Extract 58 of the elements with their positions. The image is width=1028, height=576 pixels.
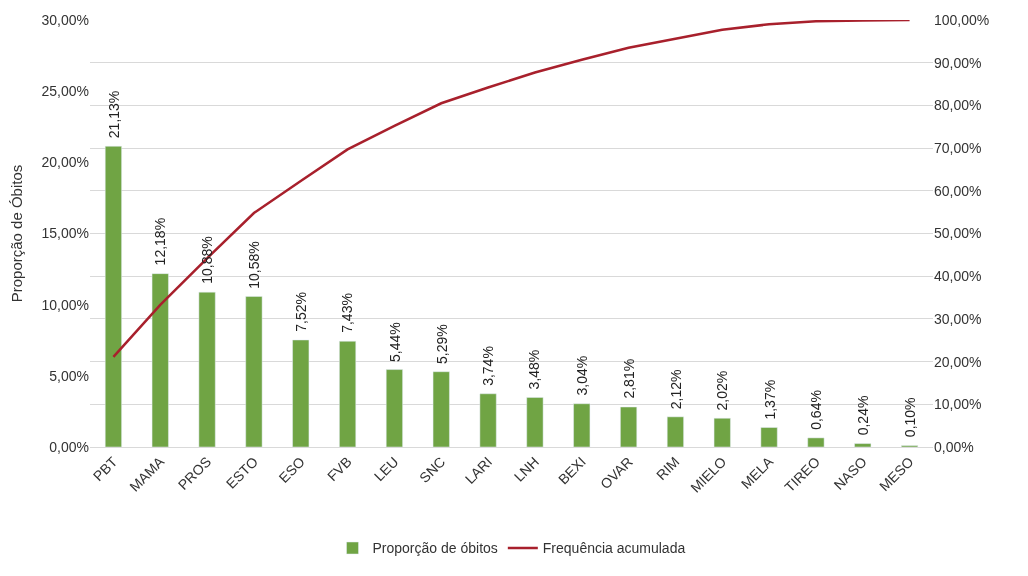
legend-label: Frequência acumulada bbox=[542, 540, 686, 557]
y2-tick-label: 70,00% bbox=[934, 140, 982, 156]
y2-tick-label: 40,00% bbox=[934, 268, 982, 285]
bar bbox=[620, 406, 638, 447]
bar bbox=[432, 371, 450, 447]
bar bbox=[339, 341, 357, 447]
data-label: 10,88% bbox=[199, 236, 216, 284]
data-label: 1,37% bbox=[761, 379, 778, 420]
bar bbox=[807, 437, 825, 447]
data-label: 0,64% bbox=[808, 390, 825, 430]
y-tick-label: 30,00% bbox=[41, 11, 89, 28]
y-tick-label: 15,00% bbox=[41, 225, 89, 242]
data-label: 2,02% bbox=[714, 370, 730, 411]
y-tick-label: 20,00% bbox=[41, 154, 89, 171]
bar bbox=[713, 418, 731, 447]
bar bbox=[151, 273, 169, 447]
y-axis-title: Proporção de Óbitos bbox=[7, 164, 25, 303]
bar bbox=[292, 339, 310, 447]
data-label: 5,44% bbox=[386, 322, 403, 362]
data-label: 10,58% bbox=[246, 241, 263, 289]
y-tick-label: 0,00% bbox=[49, 438, 89, 455]
data-label: 0,24% bbox=[855, 395, 872, 436]
x-tick-label: RIM bbox=[653, 453, 683, 484]
data-label: 21,13% bbox=[105, 90, 122, 139]
data-label: 3,04% bbox=[574, 355, 591, 396]
data-label: 2,81% bbox=[620, 358, 637, 399]
y-tick-label: 10,00% bbox=[41, 296, 89, 313]
bar bbox=[385, 369, 403, 447]
y2-tick-label: 80,00% bbox=[934, 97, 982, 114]
x-tick-label: FVB bbox=[324, 453, 355, 485]
y2-tick-label: 60,00% bbox=[934, 182, 982, 199]
bar bbox=[854, 443, 872, 447]
bar bbox=[104, 146, 122, 447]
y-tick-label: 25,00% bbox=[41, 83, 89, 100]
y2-tick-label: 20,00% bbox=[934, 353, 982, 370]
data-label: 7,52% bbox=[292, 292, 309, 332]
y2-tick-label: 10,00% bbox=[934, 396, 982, 413]
data-label: 2,12% bbox=[667, 369, 684, 410]
y2-tick-label: 30,00% bbox=[934, 310, 982, 327]
data-label: 0,10% bbox=[902, 397, 918, 438]
data-label: 12,18% bbox=[152, 217, 169, 266]
y2-tick-label: 90,00% bbox=[934, 54, 982, 71]
y2-tick-label: 100,00% bbox=[934, 11, 990, 28]
data-label: 7,43% bbox=[339, 293, 356, 333]
y2-tick-label: 0,00% bbox=[934, 438, 974, 455]
legend-label: Proporção de óbitos bbox=[372, 540, 498, 557]
bar bbox=[760, 427, 778, 447]
data-label: 3,74% bbox=[480, 346, 497, 386]
bar bbox=[526, 397, 544, 447]
data-label: 3,48% bbox=[526, 349, 543, 390]
bar bbox=[479, 393, 497, 447]
y-tick-label: 5,00% bbox=[49, 367, 89, 384]
data-label: 5,29% bbox=[433, 324, 450, 364]
bar bbox=[666, 416, 684, 447]
y2-tick-label: 50,00% bbox=[934, 225, 982, 242]
bar bbox=[245, 296, 263, 447]
bar bbox=[573, 403, 591, 447]
bar bbox=[198, 291, 216, 447]
